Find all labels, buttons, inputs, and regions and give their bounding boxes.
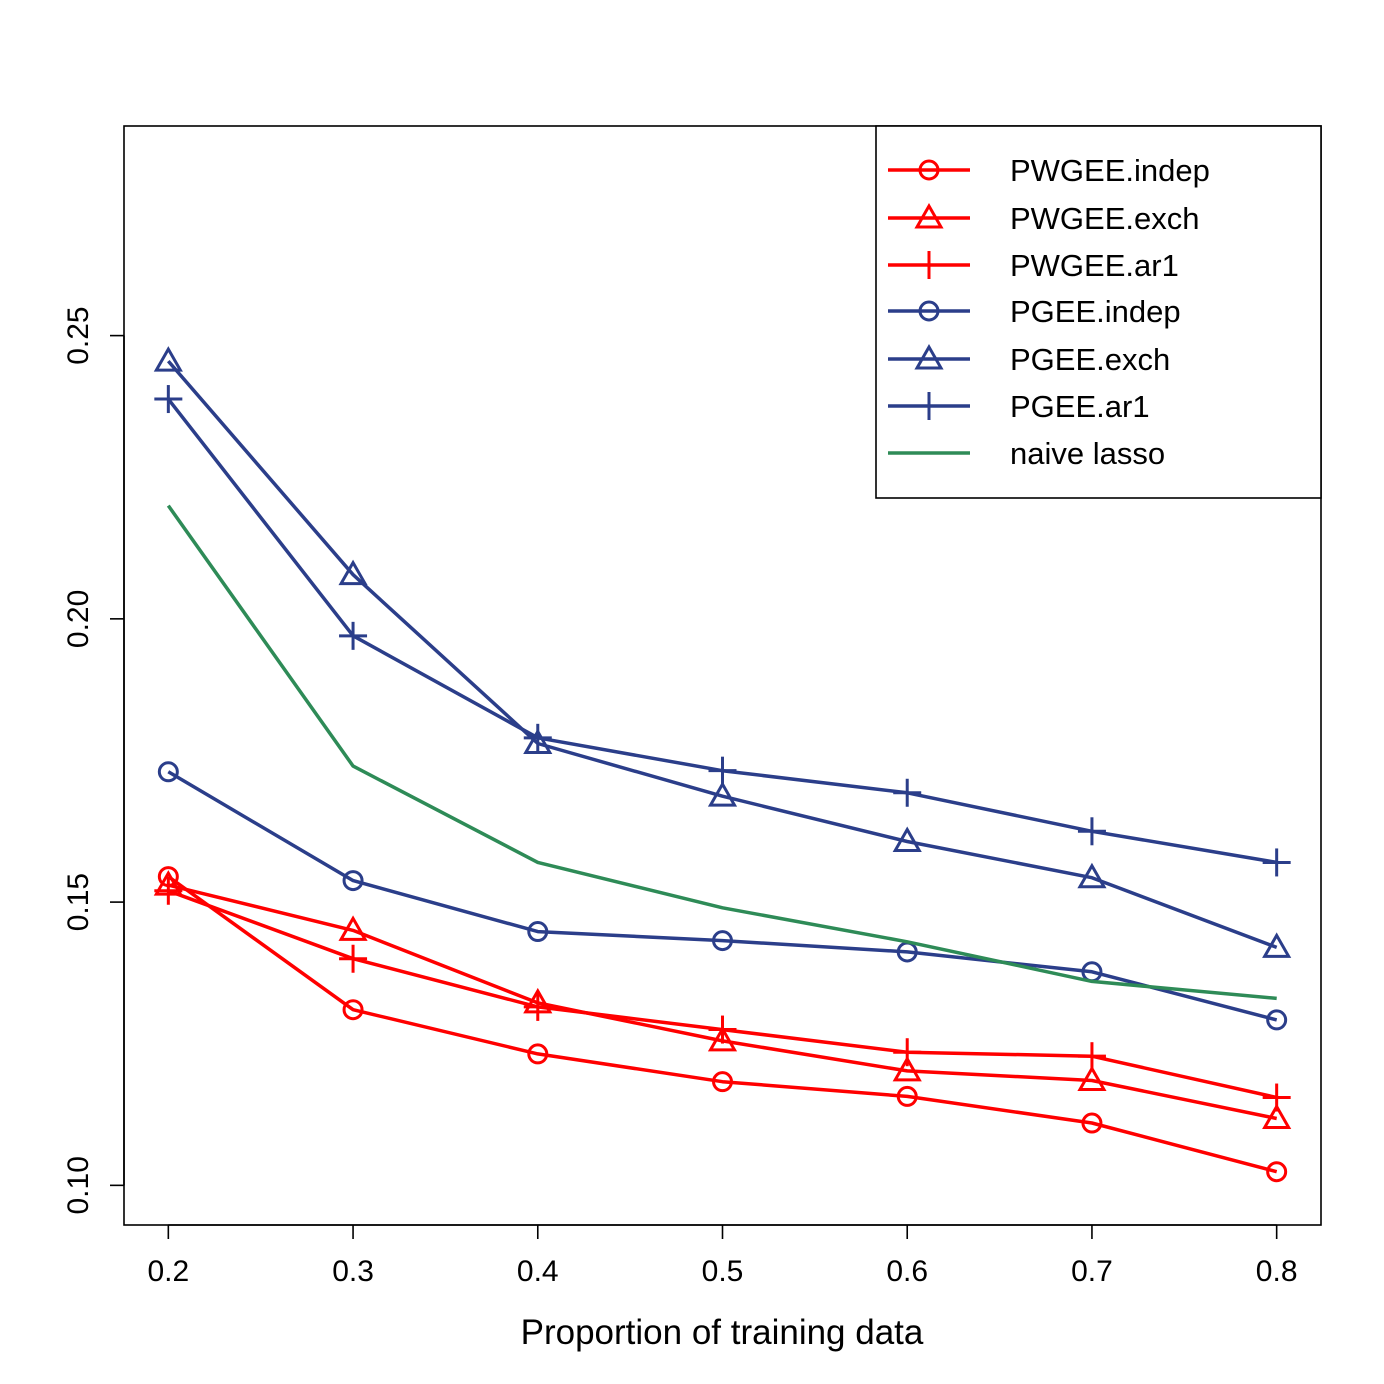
- legend-label-pwgee-ar1: PWGEE.ar1: [1010, 248, 1179, 283]
- legend-item-pgee-ar1: PGEE.ar1: [888, 389, 1150, 424]
- data-point-pgee-exch-3: [707, 781, 738, 807]
- data-point-pwgee-exch-3: [707, 1025, 738, 1052]
- series-layer: [153, 346, 1292, 1183]
- series-pgee-exch: [153, 346, 1292, 958]
- series-naive-lasso: [166, 504, 1277, 1001]
- data-point-pgee-exch-1: [338, 559, 368, 586]
- data-point-pwgee-ar1-3: [708, 1015, 737, 1044]
- legend-item-pgee-exch: PGEE.exch: [888, 342, 1170, 377]
- data-point-pgee-exch-5: [1077, 862, 1107, 889]
- data-point-pgee-indep-1: [342, 870, 364, 892]
- series-line-pgee-indep: [167, 770, 1278, 1022]
- legend-label-naive-lasso: naive lasso: [1010, 436, 1165, 471]
- series-pgee-indep: [157, 761, 1288, 1031]
- x-tick-label-1: 0.3: [332, 1255, 374, 1288]
- series-line-naive-lasso: [166, 504, 1277, 1001]
- x-tick-label-6: 0.8: [1256, 1255, 1298, 1288]
- data-point-pwgee-indep-4: [896, 1085, 918, 1107]
- legend-swatch-marker: [918, 159, 940, 181]
- legend-item-pwgee-exch: PWGEE.exch: [888, 201, 1200, 236]
- series-line-pwgee-indep: [167, 875, 1278, 1174]
- data-point-pwgee-indep-1: [342, 999, 364, 1021]
- data-point-pgee-exch-0: [153, 346, 183, 372]
- data-point-pwgee-ar1-4: [893, 1038, 922, 1067]
- data-point-pwgee-indep-2: [527, 1043, 549, 1065]
- data-point-pwgee-ar1-1: [339, 944, 368, 973]
- data-point-pwgee-exch-4: [892, 1055, 922, 1082]
- legend-swatch-marker: [918, 300, 940, 322]
- x-tick-label-5: 0.7: [1071, 1255, 1113, 1288]
- data-point-pwgee-exch-6: [1262, 1103, 1292, 1129]
- data-point-pgee-ar1-6: [1262, 848, 1291, 877]
- legend-item-pwgee-indep: PWGEE.indep: [888, 153, 1210, 188]
- data-point-pwgee-indep-3: [712, 1071, 733, 1093]
- data-point-pwgee-ar1-5: [1077, 1042, 1106, 1071]
- data-point-pgee-indep-0: [157, 761, 179, 783]
- legend-swatch-marker: [915, 392, 943, 420]
- x-tick-label-2: 0.4: [517, 1255, 559, 1288]
- legend-swatch-marker: [914, 202, 944, 229]
- y-tick-label-1: 0.15: [62, 873, 95, 931]
- data-point-pgee-indep-3: [712, 930, 733, 952]
- data-point-pgee-exch-6: [1262, 932, 1292, 958]
- legend-item-naive-lasso: naive lasso: [888, 436, 1165, 471]
- legend-label-pwgee-indep: PWGEE.indep: [1010, 153, 1210, 188]
- series-line-pgee-exch: [166, 359, 1278, 950]
- legend-item-pwgee-ar1: PWGEE.ar1: [888, 248, 1179, 283]
- data-point-pgee-exch-4: [892, 826, 922, 852]
- data-point-pwgee-ar1-6: [1262, 1083, 1291, 1112]
- data-point-pgee-ar1-4: [893, 778, 922, 807]
- data-point-pgee-ar1-5: [1077, 817, 1106, 846]
- data-point-pgee-ar1-0: [154, 385, 183, 414]
- x-axis-title: Proportion of training data: [521, 1313, 924, 1352]
- data-point-pwgee-indep-6: [1266, 1161, 1288, 1183]
- data-point-pwgee-exch-1: [338, 915, 368, 941]
- legend-label-pgee-exch: PGEE.exch: [1010, 342, 1170, 377]
- data-point-pgee-indep-6: [1266, 1009, 1288, 1031]
- data-point-pwgee-indep-5: [1081, 1112, 1103, 1134]
- x-axis: 0.2 0.3 0.4 0.5 0.6 0.7 0.8: [147, 1224, 1298, 1288]
- data-point-pgee-ar1-3: [708, 756, 737, 785]
- series-pgee-ar1: [154, 385, 1291, 877]
- data-point-pgee-indep-2: [527, 921, 549, 943]
- y-tick-label-2: 0.20: [62, 590, 95, 648]
- x-tick-label-0: 0.2: [147, 1255, 189, 1288]
- data-point-pgee-ar1-1: [339, 621, 368, 650]
- legend-label-pgee-indep: PGEE.indep: [1010, 294, 1181, 329]
- x-tick-label-4: 0.6: [886, 1255, 928, 1288]
- y-axis: 0.10 0.15 0.20 0.25: [62, 306, 125, 1214]
- legend: PWGEE.indep PWGEE.exch PWGEE.ar1 PGEE.indep…: [875, 125, 1322, 499]
- data-point-pwgee-ar1-0: [154, 876, 183, 905]
- data-point-pwgee-exch-5: [1077, 1065, 1107, 1092]
- data-point-pgee-ar1-2: [523, 723, 552, 752]
- legend-swatch-marker: [915, 251, 943, 279]
- legend-label-pgee-ar1: PGEE.ar1: [1010, 389, 1150, 424]
- y-tick-label-0: 0.10: [62, 1156, 95, 1214]
- y-tick-label-3: 0.25: [62, 306, 95, 364]
- legend-label-pwgee-exch: PWGEE.exch: [1010, 201, 1200, 236]
- data-point-pwgee-ar1-2: [523, 992, 552, 1021]
- series-pwgee-ar1: [154, 876, 1291, 1112]
- x-tick-label-3: 0.5: [702, 1255, 744, 1288]
- legend-item-pgee-indep: PGEE.indep: [888, 294, 1181, 329]
- legend-swatch-marker: [914, 343, 944, 370]
- data-point-pgee-exch-2: [523, 728, 553, 754]
